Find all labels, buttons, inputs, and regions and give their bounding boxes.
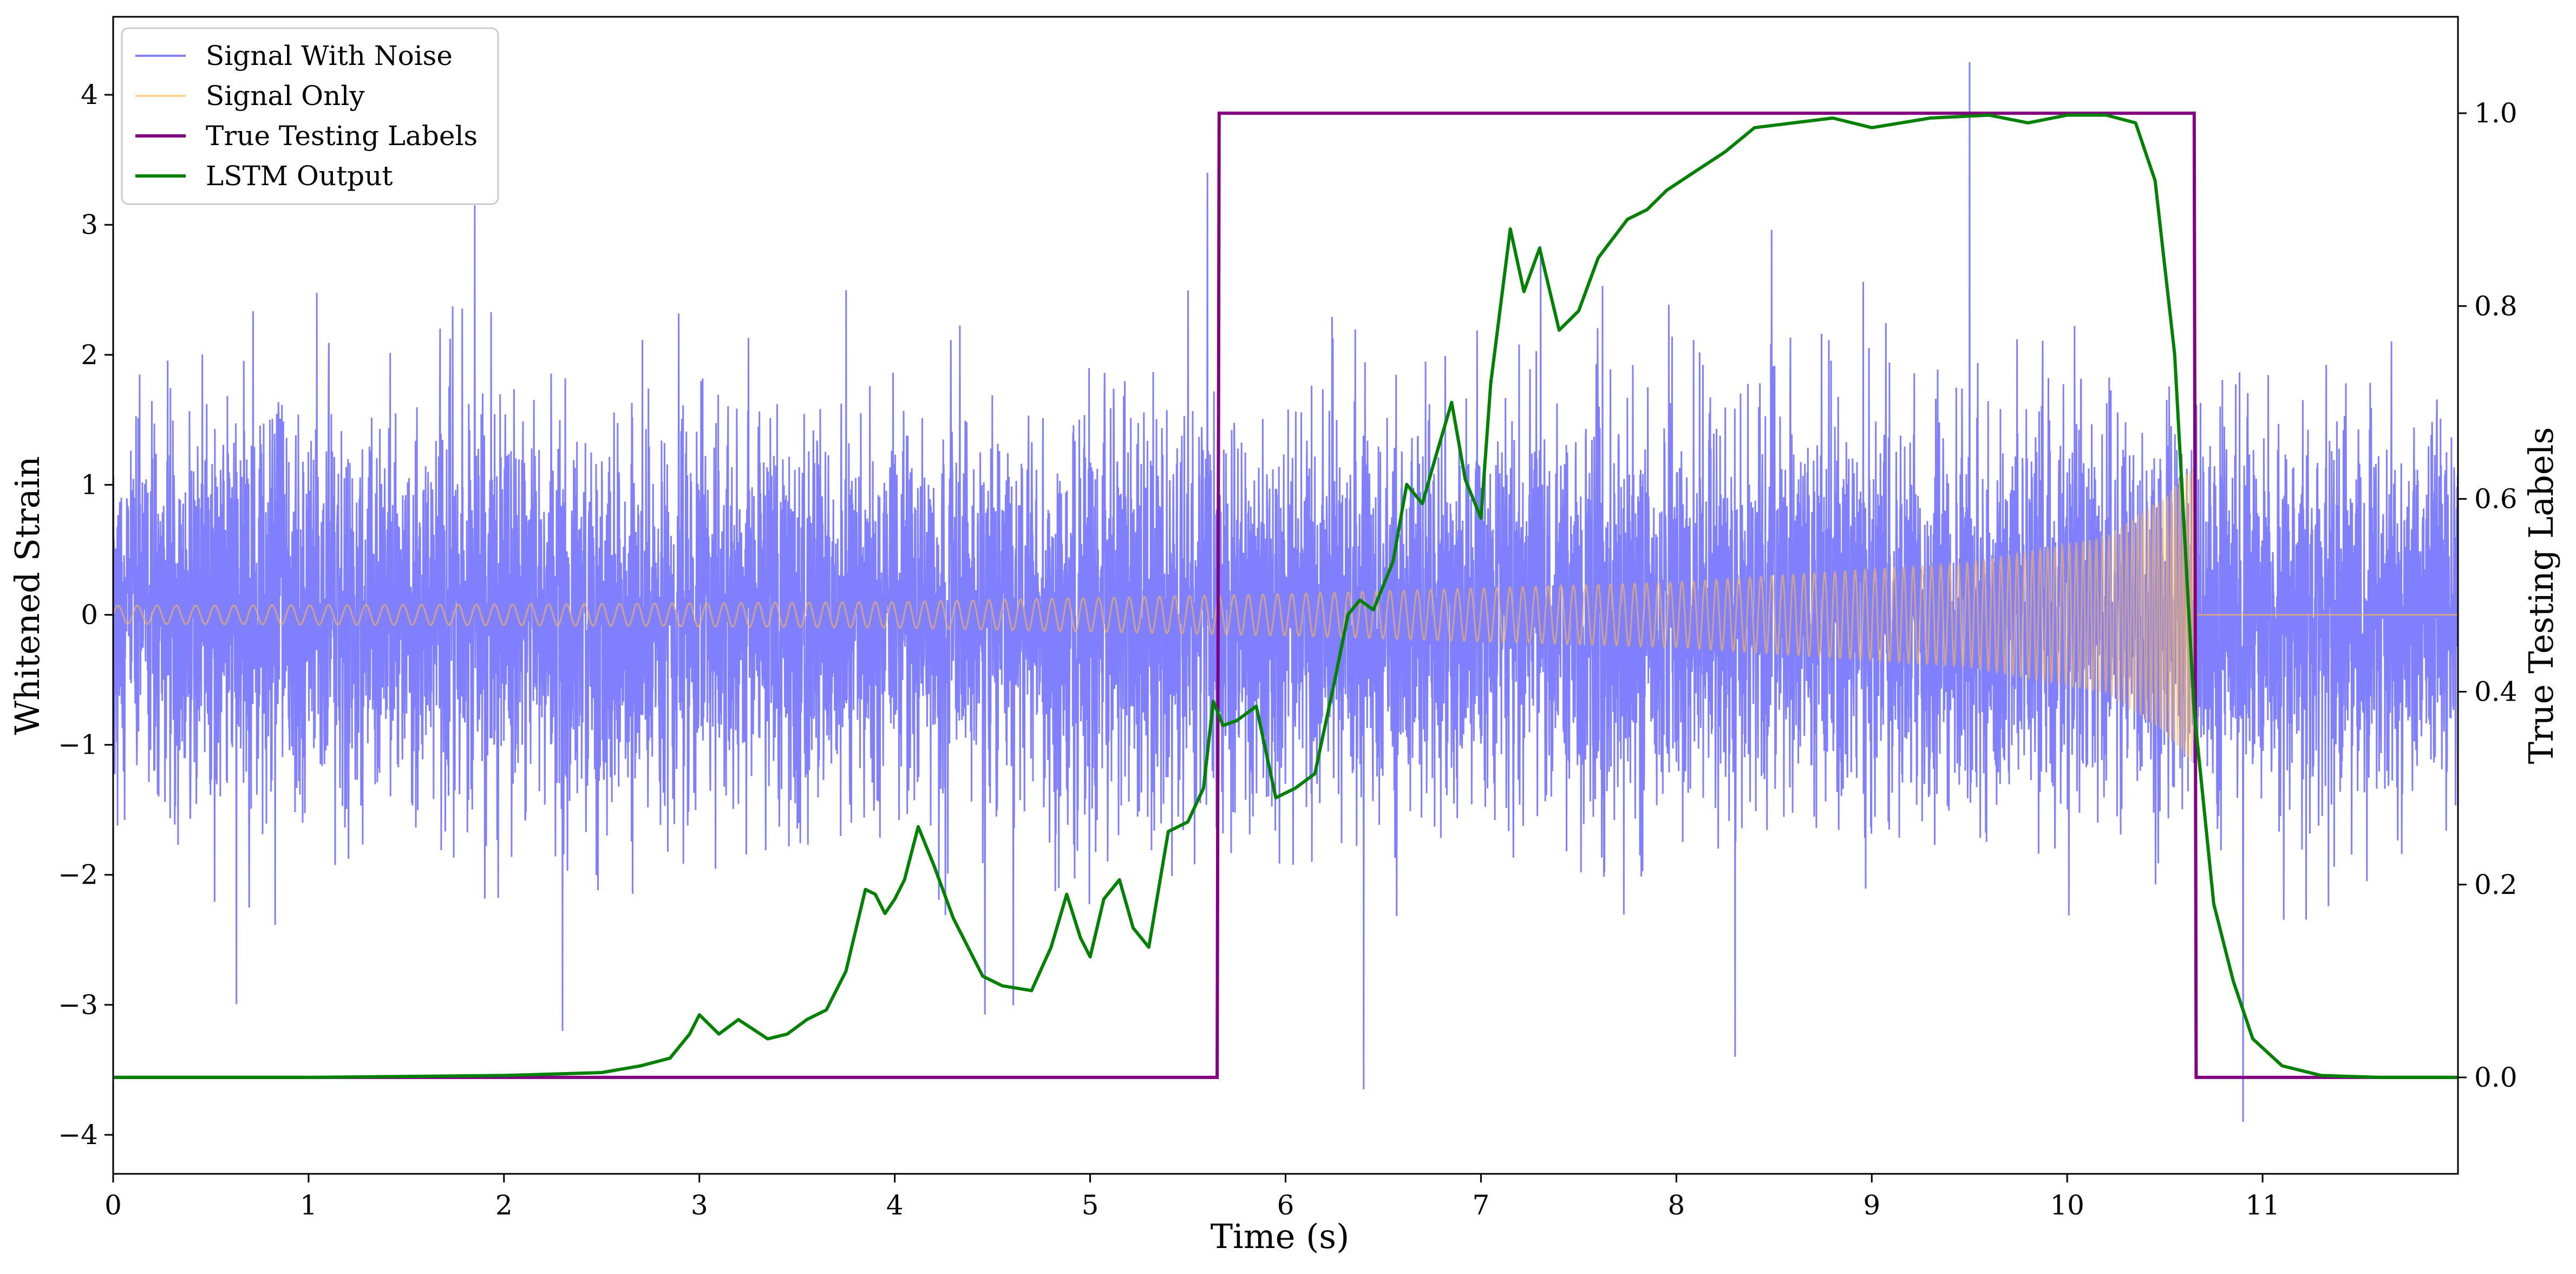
- true-testing-labels-line: [113, 112, 2458, 1079]
- x-tick-label: 2: [495, 1190, 513, 1221]
- x-tick-label: 8: [1668, 1190, 1685, 1221]
- y2-tick-label: 1.0: [2474, 97, 2518, 129]
- x-axis-ticks: 0 1 2 3 4 5 6 7 8 9 10 11: [104, 1174, 2280, 1221]
- y2-tick-label: 0.6: [2474, 483, 2518, 514]
- y2-tick-label: 0.4: [2474, 676, 2518, 708]
- legend-label: True Testing Labels: [206, 120, 478, 152]
- y2-axis-ticks: 0.0 0.2 0.4 0.6 0.8 1.0: [2458, 97, 2518, 1093]
- y-tick-label: 4: [81, 79, 98, 110]
- x-tick-label: 0: [104, 1190, 122, 1221]
- y-tick-label: 1: [81, 469, 98, 500]
- legend-label: Signal With Noise: [206, 40, 453, 71]
- x-tick-label: 6: [1277, 1190, 1294, 1221]
- y-tick-label: 0: [81, 599, 98, 631]
- y-tick-label: 2: [81, 339, 98, 370]
- y2-tick-label: 0.2: [2474, 869, 2518, 900]
- y-tick-label: −3: [58, 989, 98, 1021]
- x-tick-label: 1: [300, 1190, 317, 1221]
- x-tick-label: 3: [691, 1190, 708, 1221]
- y2-axis-label: True Testing Labels: [2521, 427, 2561, 765]
- series-signal-only: [113, 468, 2458, 762]
- legend-box: [121, 27, 499, 205]
- series-signal-with-noise: [113, 62, 2458, 1122]
- y-tick-label: 3: [81, 209, 98, 240]
- y-axis-label: Whitened Strain: [8, 456, 47, 735]
- legend-label: LSTM Output: [206, 160, 393, 192]
- series-true-testing-labels: [113, 112, 2458, 1079]
- y-axis-ticks: −4 −3 −2 −1 0 1 2 3 4: [58, 79, 113, 1151]
- y-tick-label: −1: [58, 729, 98, 761]
- y-tick-label: −2: [58, 859, 98, 891]
- x-tick-label: 7: [1473, 1190, 1490, 1221]
- y2-tick-label: 0.8: [2474, 290, 2518, 322]
- signal-only-line: [113, 468, 2458, 762]
- signal-with-noise-line: [113, 62, 2458, 1122]
- legend-label: Signal Only: [206, 80, 365, 112]
- x-tick-label: 9: [1863, 1190, 1880, 1221]
- y2-tick-label: 0.0: [2474, 1062, 2518, 1093]
- lstm-output-line: [113, 113, 2458, 1079]
- legend: Signal With Noise Signal Only True Testing…: [121, 27, 499, 205]
- x-tick-label: 4: [886, 1190, 904, 1221]
- series-lstm-output: [113, 113, 2458, 1079]
- x-tick-label: 11: [2245, 1190, 2280, 1221]
- y-tick-label: −4: [58, 1119, 98, 1151]
- x-tick-label: 10: [2050, 1190, 2084, 1221]
- x-axis-label: Time (s): [1211, 1217, 1350, 1256]
- x-tick-label: 5: [1082, 1190, 1099, 1221]
